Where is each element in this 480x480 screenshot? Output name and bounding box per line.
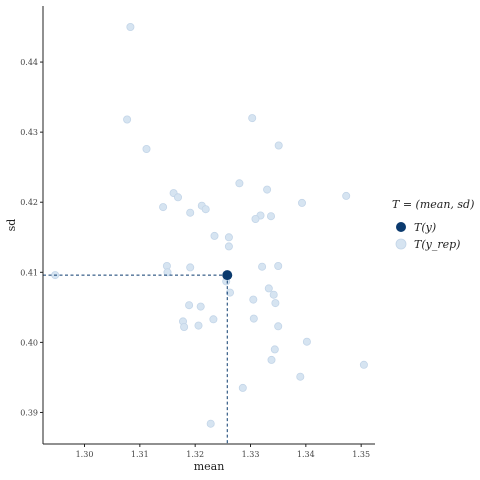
replicated-point: [252, 215, 259, 222]
replicated-point: [297, 373, 304, 380]
replicated-point: [298, 199, 305, 206]
replicated-point: [197, 303, 204, 310]
replicated-point: [250, 315, 257, 322]
x-tick-label: 1.31: [131, 450, 149, 459]
replicated-point: [249, 115, 256, 122]
replicated-point: [343, 192, 350, 199]
replicated-point: [268, 356, 275, 363]
replicated-points: [52, 23, 368, 427]
replicated-point: [275, 262, 282, 269]
x-tick-label: 1.32: [186, 450, 204, 459]
x-tick-label: 1.33: [242, 450, 260, 459]
replicated-point: [181, 323, 188, 330]
observed-guides: [43, 275, 227, 444]
x-ticks: 1.30 1.31 1.32 1.33 1.34 1.35: [76, 444, 370, 459]
replicated-point: [211, 232, 218, 239]
replicated-point: [207, 420, 214, 427]
replicated-point: [187, 209, 194, 216]
y-tick-label: 0.44: [20, 58, 38, 67]
replicated-point: [124, 116, 131, 123]
y-tick-label: 0.39: [20, 408, 38, 417]
replicated-point: [271, 346, 278, 353]
replicated-point: [250, 296, 257, 303]
replicated-point: [267, 213, 274, 220]
y-tick-label: 0.40: [20, 338, 38, 347]
replicated-point: [225, 243, 232, 250]
x-tick-label: 1.35: [352, 450, 370, 459]
legend-label-observed: T(y): [414, 221, 436, 234]
replicated-point: [225, 234, 232, 241]
replicated-point: [195, 322, 202, 329]
replicated-point: [265, 285, 272, 292]
replicated-point: [275, 142, 282, 149]
replicated-point: [210, 316, 217, 323]
x-tick-label: 1.30: [76, 450, 94, 459]
replicated-point: [236, 180, 243, 187]
x-axis-title: mean: [194, 460, 225, 473]
replicated-point: [360, 361, 367, 368]
legend-swatch-replicated: [396, 239, 406, 249]
observed-point: [222, 270, 232, 280]
replicated-point: [160, 204, 167, 211]
y-ticks: 0.39 0.40 0.41 0.42 0.43 0.44: [20, 58, 43, 417]
replicated-point: [239, 384, 246, 391]
y-tick-label: 0.43: [20, 128, 38, 137]
replicated-point: [303, 338, 310, 345]
replicated-point: [174, 194, 181, 201]
replicated-point: [264, 186, 271, 193]
legend-label-replicated: T(y_rep): [414, 238, 460, 251]
replicated-point: [202, 206, 209, 213]
x-tick-label: 1.34: [297, 450, 315, 459]
axes: [43, 6, 375, 444]
y-axis-title: sd: [5, 219, 18, 232]
replicated-point: [270, 291, 277, 298]
legend-swatch-observed: [396, 222, 406, 232]
replicated-point: [127, 23, 134, 30]
replicated-point: [272, 300, 279, 307]
replicated-point: [143, 145, 150, 152]
observed-point-group: [222, 270, 232, 280]
legend: T = (mean, sd) T(y) T(y_rep): [392, 198, 474, 251]
replicated-point: [187, 264, 194, 271]
y-tick-label: 0.42: [20, 198, 38, 207]
replicated-point: [275, 323, 282, 330]
y-tick-label: 0.41: [20, 268, 38, 277]
replicated-point: [186, 302, 193, 309]
replicated-point: [259, 263, 266, 270]
legend-title: T = (mean, sd): [392, 198, 474, 211]
